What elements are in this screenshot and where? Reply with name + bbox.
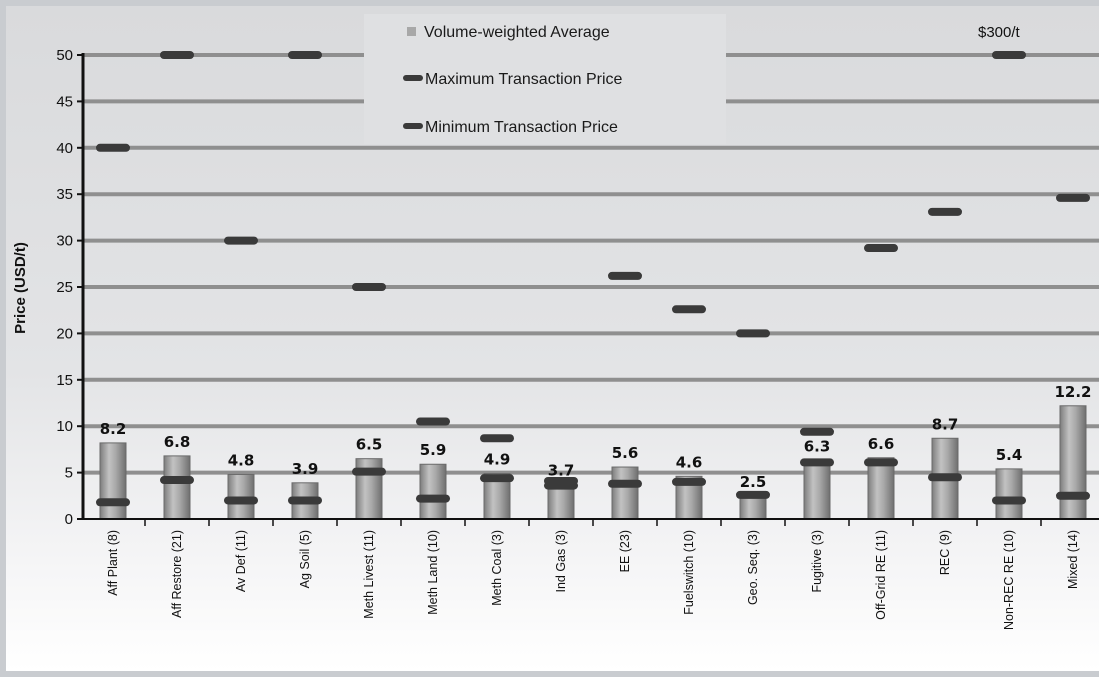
category-label: Ind Gas (3) — [554, 530, 568, 593]
value-label: 6.8 — [164, 433, 191, 451]
marker-minimum — [480, 474, 514, 483]
marker-maximum — [160, 51, 194, 59]
y-tick-label-35: 35 — [56, 186, 73, 203]
value-label: 5.9 — [420, 441, 447, 459]
bar-average — [547, 484, 575, 520]
marker-maximum — [992, 51, 1026, 59]
category-label: Fuelswitch (10) — [682, 530, 696, 615]
legend-label-average: Volume-weighted Average — [424, 24, 610, 41]
marker-minimum — [864, 458, 898, 467]
category-label: Aff Plant (8) — [106, 530, 120, 596]
marker-minimum — [288, 496, 322, 505]
marker-maximum — [928, 207, 962, 216]
value-label: 6.5 — [356, 436, 383, 454]
bar-average — [867, 457, 895, 520]
marker-minimum — [992, 496, 1026, 505]
bar-average — [163, 455, 191, 520]
marker-minimum — [800, 458, 834, 467]
value-label: 3.7 — [548, 462, 575, 480]
marker-maximum — [352, 283, 386, 291]
value-label: 6.3 — [804, 438, 831, 456]
y-tick-label-15: 15 — [56, 372, 73, 389]
category-label: EE (23) — [618, 530, 632, 572]
value-label: 5.6 — [612, 444, 639, 462]
category-label: Geo. Seq. (3) — [746, 530, 760, 605]
marker-maximum — [672, 305, 706, 314]
marker-minimum — [352, 467, 386, 476]
value-label: 4.8 — [228, 451, 255, 469]
value-label: 8.2 — [100, 420, 127, 438]
marker-maximum — [224, 236, 258, 245]
marker-maximum — [1056, 193, 1090, 202]
y-tick-label-50: 50 — [56, 47, 73, 64]
y-tick-label-45: 45 — [56, 93, 73, 110]
marker-minimum — [96, 498, 130, 507]
bar-average — [419, 463, 447, 520]
annotation-300-per-t: $300/t — [978, 24, 1021, 41]
marker-minimum — [736, 490, 770, 499]
bar-average — [739, 495, 767, 520]
y-tick-label-30: 30 — [56, 233, 73, 250]
marker-minimum — [608, 479, 642, 488]
y-tick-label-40: 40 — [56, 140, 73, 157]
category-label: Meth Land (10) — [426, 530, 440, 615]
value-label: 6.6 — [868, 435, 895, 453]
category-label: Meth Coal (3) — [490, 530, 504, 606]
y-tick-label-5: 5 — [65, 465, 73, 482]
bar-average — [611, 466, 639, 520]
y-tick-label-10: 10 — [56, 418, 73, 435]
marker-maximum — [288, 51, 322, 59]
marker-minimum — [160, 476, 194, 485]
marker-minimum — [928, 473, 962, 482]
legend: Volume-weighted Average Maximum Transact… — [364, 14, 726, 144]
category-label: Non-REC RE (10) — [1002, 530, 1016, 630]
bar-average — [99, 442, 127, 520]
marker-minimum — [1056, 491, 1090, 500]
legend-swatch-average — [407, 27, 416, 36]
value-label: 12.2 — [1054, 383, 1091, 401]
marker-maximum — [800, 427, 834, 436]
y-tick-label-25: 25 — [56, 279, 73, 296]
marker-minimum — [672, 477, 706, 486]
y-tick-label-20: 20 — [56, 325, 73, 342]
legend-label-maximum: Maximum Transaction Price — [425, 71, 622, 88]
bar-average — [803, 460, 831, 520]
value-label: 4.9 — [484, 451, 511, 469]
label-layer: 8.2 Aff Plant (8) 6.8 Aff Restore (21) 4.8 Av… — [100, 383, 1092, 630]
marker-layer — [96, 51, 1090, 507]
axis-layer: 0 5 10 15 20 25 30 35 40 45 50 — [56, 47, 1099, 528]
value-label: 8.7 — [932, 415, 959, 433]
marker-maximum — [864, 244, 898, 253]
category-label: Mixed (14) — [1066, 530, 1080, 589]
category-label: Av Def (11) — [234, 530, 248, 592]
bar-layer — [99, 405, 1087, 520]
marker-maximum — [96, 143, 130, 152]
value-label: 3.9 — [292, 460, 319, 478]
bar-average — [995, 468, 1023, 520]
value-label: 4.6 — [676, 453, 703, 471]
value-label: 5.4 — [996, 446, 1023, 464]
y-axis-title: Price (USD/t) — [12, 242, 29, 334]
marker-maximum — [736, 329, 770, 338]
category-label: Ag Soil (5) — [298, 530, 312, 588]
marker-minimum — [544, 481, 578, 490]
category-label: Aff Restore (21) — [170, 530, 184, 618]
y-tick-label-0: 0 — [65, 511, 73, 528]
category-label: Fugitive (3) — [810, 530, 824, 593]
marker-maximum — [416, 417, 450, 426]
legend-swatch-minimum — [403, 123, 423, 129]
legend-swatch-maximum — [403, 75, 423, 81]
legend-background — [364, 14, 726, 144]
marker-minimum — [224, 496, 258, 505]
category-label: Off-Grid RE (11) — [874, 530, 888, 620]
marker-maximum — [480, 434, 514, 443]
category-label: Meth Livest (11) — [362, 530, 376, 619]
category-label: REC (9) — [938, 530, 952, 575]
legend-label-minimum: Minimum Transaction Price — [425, 119, 618, 136]
value-label: 2.5 — [740, 473, 767, 491]
marker-maximum — [608, 271, 642, 280]
marker-minimum — [416, 494, 450, 503]
bar-average — [1059, 405, 1087, 520]
